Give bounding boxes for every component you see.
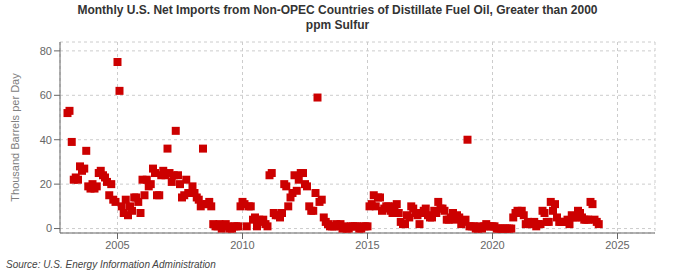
html-text:Monthly U.S. Net Imports from: Monthly U.S. Net Imports from Non-OPEC C… bbox=[77, 3, 598, 17]
svg-text:2015: 2015 bbox=[355, 239, 379, 251]
svg-text:0: 0 bbox=[46, 222, 52, 234]
svg-text:2005: 2005 bbox=[105, 239, 129, 251]
svg-text:80: 80 bbox=[40, 45, 52, 57]
svg-text:60: 60 bbox=[40, 89, 52, 101]
svg-text:Thousand Barrels per Day: Thousand Barrels per Day bbox=[9, 73, 21, 202]
svg-text:2010: 2010 bbox=[230, 239, 254, 251]
svg-text:2020: 2020 bbox=[480, 239, 504, 251]
svg-text:40: 40 bbox=[40, 134, 52, 146]
svg-text:20: 20 bbox=[40, 178, 52, 190]
html-text:ppm Sulfur: ppm Sulfur bbox=[305, 18, 370, 32]
svg-text:2025: 2025 bbox=[605, 239, 629, 251]
html-text:Source: U.S. Energy Informatio: Source: U.S. Energy Information Administ… bbox=[6, 259, 216, 270]
